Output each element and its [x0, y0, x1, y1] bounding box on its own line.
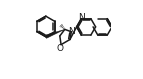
Text: N: N [68, 27, 75, 36]
Polygon shape [45, 29, 65, 38]
Text: N: N [78, 13, 85, 22]
Text: O: O [56, 44, 63, 53]
